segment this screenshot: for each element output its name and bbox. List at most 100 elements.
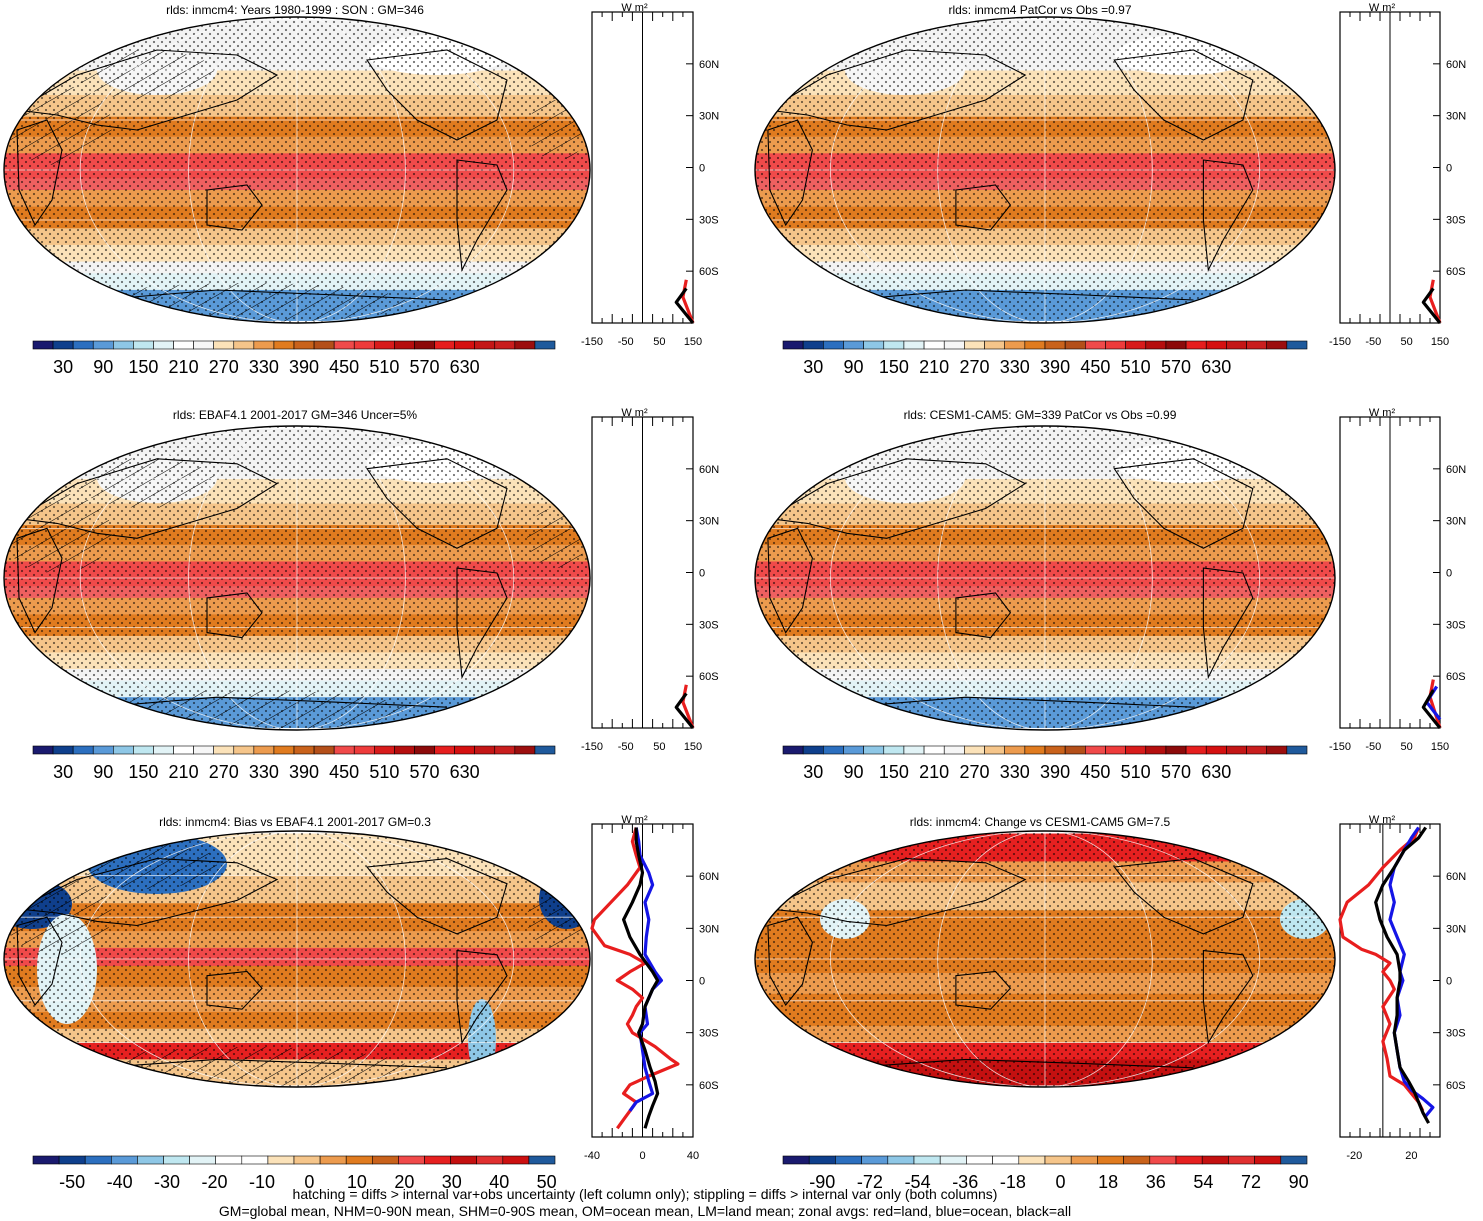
colorbar-swatch bbox=[345, 1155, 373, 1165]
map-border bbox=[754, 16, 1336, 324]
colorbar-swatch bbox=[1125, 745, 1147, 755]
zonal-lat-label: 0 bbox=[699, 568, 705, 580]
colorbar-label: 150 bbox=[879, 357, 909, 377]
meridian-line bbox=[79, 17, 298, 323]
colorbar-swatch bbox=[1266, 745, 1288, 755]
colorbar-swatch bbox=[1044, 340, 1066, 350]
zonal-lat-label: 30N bbox=[699, 516, 719, 528]
continent-outline bbox=[16, 527, 63, 634]
colorbar-label: -50 bbox=[59, 1172, 85, 1192]
zonal-lat-label: 0 bbox=[699, 976, 705, 988]
colorbar-swatch bbox=[333, 745, 355, 755]
colorbar-swatch bbox=[319, 1155, 347, 1165]
colorbar: 30 90 150 210 270 330 390 450 510 570 630 bbox=[32, 340, 556, 377]
colorbar-label: 570 bbox=[409, 357, 439, 377]
map-title: rlds: inmcm4: Bias vs EBAF4.1 2001-2017 … bbox=[159, 815, 431, 829]
colorbar-label: 270 bbox=[209, 357, 239, 377]
colorbar-swatch bbox=[398, 1155, 425, 1165]
continent-outline bbox=[767, 527, 813, 634]
map-border bbox=[754, 425, 1336, 731]
map-border bbox=[3, 16, 591, 324]
colorbar-swatch bbox=[52, 340, 74, 350]
zonal-unit-label: W m² bbox=[621, 2, 648, 14]
zonal-lat-label: 0 bbox=[1446, 568, 1452, 580]
colorbar-label: 90 bbox=[844, 762, 864, 782]
colorbar-swatch bbox=[1228, 1155, 1255, 1165]
colorbar-swatch bbox=[1246, 340, 1267, 350]
world-map: W m² 60N 30N 0 30S 60S -40 0 40 -50 -40 -30 -20 -10 0 1… bbox=[3, 814, 719, 1192]
colorbar-swatch bbox=[1286, 340, 1308, 350]
zonal-lat-label: 60N bbox=[1446, 871, 1466, 883]
meridian-line bbox=[296, 831, 515, 1087]
colorbar-label: 210 bbox=[169, 762, 199, 782]
colorbar-swatch bbox=[514, 340, 536, 350]
zonal-unit-label: W m² bbox=[621, 407, 648, 419]
colorbar-swatch bbox=[273, 745, 295, 755]
zonal-x-label: 150 bbox=[684, 741, 702, 753]
colorbar-swatch bbox=[476, 1155, 504, 1165]
colorbar-swatch bbox=[534, 340, 556, 350]
zonal-series-land bbox=[1338, 826, 1425, 1112]
colorbar-swatch bbox=[528, 1155, 556, 1165]
colorbar-swatch bbox=[213, 340, 235, 350]
colorbar-swatch bbox=[374, 340, 395, 350]
colorbar-swatch bbox=[502, 1155, 530, 1165]
continent-outline bbox=[15, 858, 279, 927]
colorbar-swatch bbox=[1085, 745, 1106, 755]
colorbar-label: 40 bbox=[489, 1172, 509, 1192]
colorbar-label: 630 bbox=[1201, 762, 1231, 782]
colorbar-swatch bbox=[474, 745, 496, 755]
zonal-series-all bbox=[674, 287, 695, 325]
colorbar-label: 330 bbox=[1000, 762, 1030, 782]
colorbar-label: -18 bbox=[1000, 1172, 1026, 1192]
world-map: W m² 60N 30N 0 30S 60S -20 20 -90 -72 -54 -36 -18 0 18… bbox=[754, 814, 1466, 1192]
colorbar-swatch bbox=[1286, 745, 1308, 755]
colorbar-swatch bbox=[1024, 745, 1046, 755]
colorbar-swatch bbox=[414, 340, 435, 350]
zonal-lat-label: 60S bbox=[1446, 1080, 1466, 1092]
colorbar-swatch bbox=[58, 1155, 86, 1165]
colorbar-label: -54 bbox=[905, 1172, 931, 1192]
zonal-series-all bbox=[1421, 689, 1442, 730]
continent-outline bbox=[16, 916, 63, 1006]
zonal-unit-label: W m² bbox=[1369, 814, 1396, 826]
colorbar-label: 0 bbox=[304, 1172, 314, 1192]
colorbar-label: 10 bbox=[347, 1172, 367, 1192]
map-fill bbox=[755, 831, 1335, 1087]
map-title: rlds: inmcm4: Years 1980-1999 : SON : GM… bbox=[166, 3, 424, 17]
hatching bbox=[77, 839, 217, 889]
colorbar-label: 0 bbox=[1055, 1172, 1065, 1192]
colorbar-swatch bbox=[943, 340, 965, 350]
continent-outline bbox=[96, 696, 448, 708]
colorbar-swatch bbox=[843, 340, 864, 350]
meridian-line bbox=[937, 831, 1046, 1087]
zonal-lat-label: 0 bbox=[1446, 163, 1452, 175]
colorbar-swatch bbox=[72, 340, 94, 350]
continent-outline bbox=[206, 184, 263, 231]
zonal-lat-label: 60N bbox=[699, 59, 719, 71]
colorbar-swatch bbox=[173, 745, 194, 755]
hatching bbox=[527, 889, 587, 949]
colorbar-swatch bbox=[353, 340, 375, 350]
map-title: rlds: CESM1-CAM5: GM=339 PatCor vs Obs =… bbox=[903, 408, 1177, 422]
colorbar-swatch bbox=[1024, 340, 1046, 350]
colorbar-label: 210 bbox=[169, 357, 199, 377]
colorbar-swatch bbox=[964, 340, 985, 350]
zonal-x-label: 0 bbox=[639, 1150, 645, 1162]
colorbar-swatch bbox=[253, 340, 275, 350]
graticule bbox=[4, 17, 590, 323]
continent-outline bbox=[1202, 949, 1254, 1045]
continent-outline bbox=[456, 159, 508, 272]
colorbar-swatch bbox=[1226, 340, 1247, 350]
zonal-x-label: -50 bbox=[1365, 741, 1381, 753]
coastlines bbox=[766, 49, 1254, 301]
colorbar-swatch bbox=[903, 745, 925, 755]
colorbar-swatch bbox=[939, 1155, 967, 1165]
colorbar-swatch bbox=[163, 1155, 190, 1165]
footer-line-2: GM=global mean, NHM=0-90N mean, SHM=0-90… bbox=[218, 1203, 1072, 1219]
zonal-plot: W m² 60N 30N 0 30S 60S -40 0 40 bbox=[584, 814, 719, 1162]
colorbar-swatch bbox=[474, 340, 496, 350]
colorbar-swatch bbox=[964, 745, 985, 755]
colorbar-label: 450 bbox=[329, 357, 359, 377]
colorbar-swatch bbox=[943, 745, 965, 755]
